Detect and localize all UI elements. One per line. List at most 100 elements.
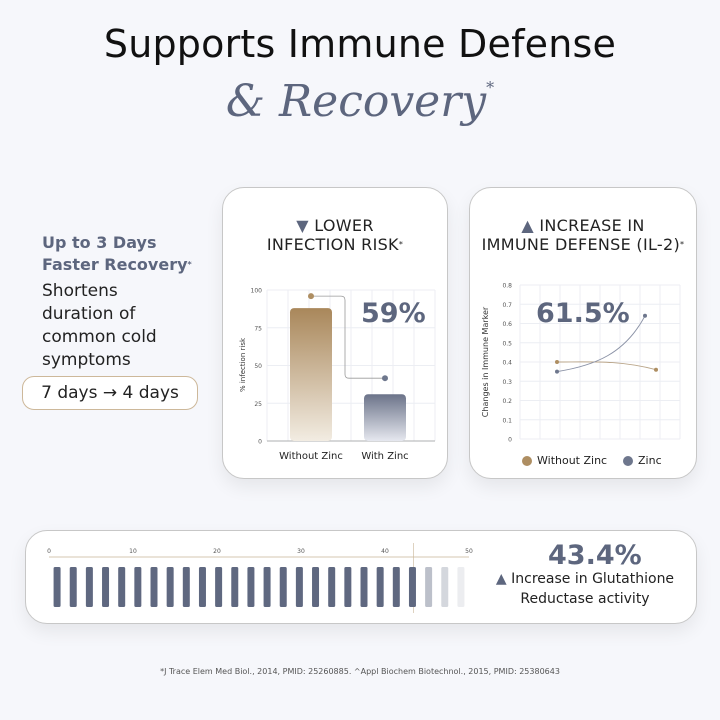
risk-reduction-connector — [311, 295, 385, 379]
immune-card-title-mark: * — [680, 240, 685, 249]
legend-dot-without-zinc — [522, 455, 532, 466]
recovery-desc-line3: common cold — [42, 327, 157, 347]
y-tick-label: 0.6 — [502, 321, 512, 328]
glutathione-card: 0 10 20 30 40 50 — [25, 530, 697, 624]
y-tick-label: 0 — [258, 439, 262, 446]
point-zinc-start — [555, 369, 559, 374]
recovery-highlight-line2-text: Faster Recovery — [42, 255, 188, 274]
recovery-desc-line1: Shortens — [42, 281, 118, 301]
immune-card-title-line2: IMMUNE DEFENSE (IL-2)* — [470, 235, 696, 254]
y-tick-label: 50 — [254, 363, 262, 370]
y-tick-label: 0.1 — [502, 417, 512, 424]
point-without-zinc-end — [654, 367, 658, 372]
recovery-desc-line2: duration of — [42, 304, 136, 324]
scale-bar — [53, 567, 61, 607]
connector-dot-without-zinc — [308, 293, 314, 300]
scale-bar — [85, 567, 93, 607]
infection-risk-percent: 59% — [361, 298, 426, 329]
x-tick-label: 30 — [297, 548, 305, 555]
glutathione-line1: ▲ Increase in Glutathione — [480, 571, 690, 587]
x-tick-label: With Zinc — [361, 451, 408, 462]
x-tick-label: 10 — [129, 548, 137, 555]
scale-bar — [312, 567, 320, 607]
recovery-description: Shortens duration of common cold symptom… — [42, 280, 212, 372]
scale-bar — [198, 567, 206, 607]
scale-bar — [166, 567, 174, 607]
immune-card-title-line1-text: INCREASE IN — [539, 216, 645, 235]
triangle-up-icon: ▲ — [521, 216, 534, 235]
immune-card-title: ▲ INCREASE IN IMMUNE DEFENSE (IL-2)* — [470, 216, 696, 254]
x-tick-label: 0 — [47, 548, 51, 555]
scale-bar — [247, 567, 255, 607]
legend-label-zinc: Zinc — [638, 454, 662, 467]
infection-risk-card: ▼ LOWER INFECTION RISK* 0 25 50 75 100 % infe… — [222, 187, 448, 479]
legend-dot-zinc — [623, 455, 633, 466]
x-tick-label: Without Zinc — [279, 451, 343, 462]
y-tick-label: 0.5 — [502, 340, 512, 347]
y-tick-label: 0.8 — [502, 283, 512, 290]
page-title: Supports Immune Defense — [103, 22, 617, 66]
y-tick-label: 0.2 — [502, 398, 512, 405]
y-tick-label: 25 — [254, 401, 262, 408]
recovery-highlight-line1: Up to 3 Days — [42, 233, 157, 252]
scale-bar — [279, 567, 287, 607]
infection-card-title-mark: * — [398, 240, 404, 249]
series-line-zinc — [556, 315, 646, 373]
recovery-highlight: Up to 3 Days Faster Recovery* — [42, 232, 212, 276]
immune-defense-card: ▲ INCREASE IN IMMUNE DEFENSE (IL-2)* 0 0.… — [469, 187, 697, 479]
y-tick-label: 75 — [254, 325, 262, 332]
immune-marker-chart: 0 0.1 0.2 0.3 0.4 0.5 0.6 0.7 0.8 Changes in Immu… — [481, 283, 681, 444]
glutathione-line1-text: Increase in Glutathione — [511, 571, 675, 587]
scale-bar — [182, 567, 190, 607]
scale-bar — [328, 567, 336, 607]
scale-bar — [263, 567, 271, 607]
scale-bar — [102, 567, 110, 607]
x-tick-label: 50 — [465, 548, 473, 555]
subtitle-text: & Recovery — [225, 76, 487, 127]
recovery-days-pill: 7 days → 4 days — [22, 376, 198, 410]
scale-bar — [134, 567, 142, 607]
triangle-down-icon: ▼ — [296, 216, 309, 235]
references-footnote: *J Trace Elem Med Biol., 2014, PMID: 252… — [160, 667, 560, 676]
y-tick-label: 0.7 — [502, 302, 512, 309]
y-tick-label: 0 — [508, 437, 512, 444]
y-axis-label: % infection risk — [239, 337, 247, 392]
immune-card-title-line2-text: IMMUNE DEFENSE (IL-2) — [481, 235, 681, 254]
immune-card-title-line1: ▲ INCREASE IN — [470, 216, 696, 235]
series-line-without-zinc — [556, 361, 657, 371]
subtitle-mark: * — [486, 78, 495, 97]
scale-bar — [360, 567, 368, 607]
infection-card-title-line2: INFECTION RISK* — [223, 235, 447, 254]
scale-bar — [231, 567, 239, 607]
scale-bar — [441, 567, 449, 607]
y-axis-label: Changes in Immune Marker — [481, 306, 490, 417]
recovery-highlight-mark: * — [187, 260, 192, 269]
glutathione-line2: Reductase activity — [520, 591, 650, 607]
legend-zinc: Zinc — [623, 454, 662, 467]
scale-bar — [376, 567, 384, 607]
y-tick-label: 0.3 — [502, 379, 512, 386]
bar-with-zinc — [364, 394, 406, 441]
connector-dot-with-zinc — [382, 375, 388, 382]
recovery-highlight-line2: Faster Recovery* — [42, 254, 212, 276]
glutathione-bar-chart: 0 10 20 30 40 50 — [47, 543, 473, 613]
scale-bar — [392, 567, 400, 607]
infection-card-title-line1: ▼ LOWER — [223, 216, 447, 235]
glutathione-percent: 43.4% — [548, 540, 642, 571]
point-zinc-end — [643, 313, 647, 318]
immune-defense-percent: 61.5% — [536, 298, 630, 329]
scale-bar — [215, 567, 223, 607]
scale-bar — [295, 567, 303, 607]
scale-bar — [408, 567, 416, 607]
infection-card-title-line2-text: INFECTION RISK — [266, 235, 399, 254]
legend-label-without-zinc: Without Zinc — [537, 454, 608, 467]
triangle-up-icon: ▲ — [495, 571, 507, 587]
recovery-desc-line4: symptoms — [42, 350, 131, 370]
y-tick-label: 0.4 — [502, 360, 512, 367]
scale-bar — [344, 567, 352, 607]
infection-risk-chart: 0 25 50 75 100 % infection risk Without Zinc Wi… — [239, 288, 436, 462]
recovery-block: Up to 3 Days Faster Recovery* Shortens d… — [42, 232, 212, 372]
scale-bar — [69, 567, 77, 607]
page-subtitle: & Recovery* — [0, 76, 720, 127]
x-tick-label: 40 — [381, 548, 389, 555]
